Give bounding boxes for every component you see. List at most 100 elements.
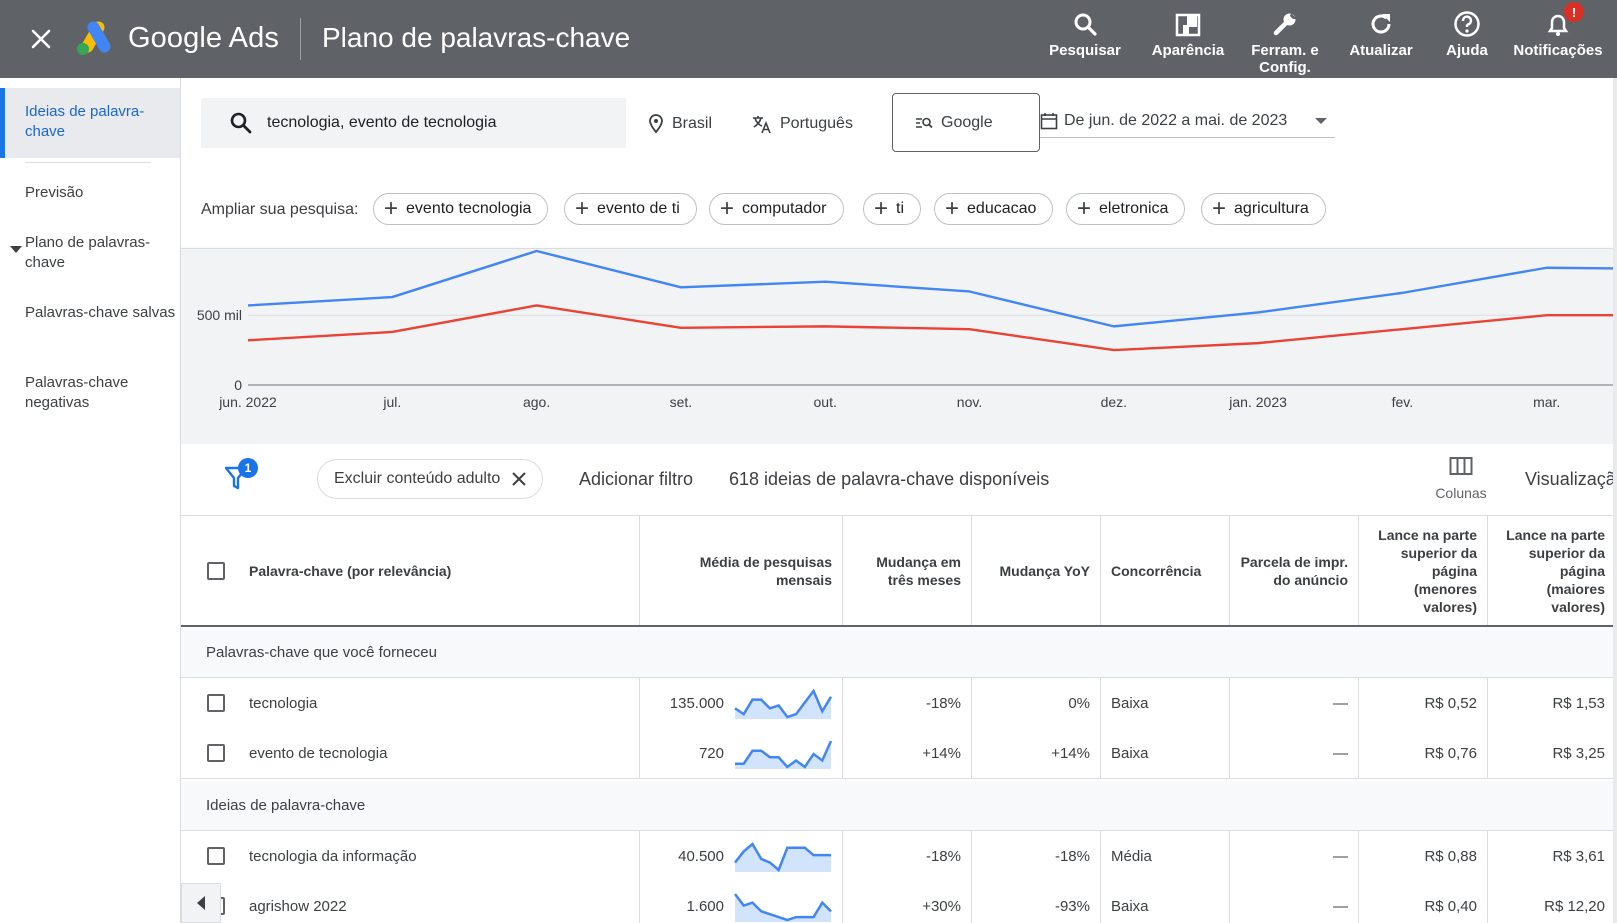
sidebar-item-keyword-plan[interactable]: Plano de palavras-chave — [25, 234, 151, 271]
section-shadow — [181, 248, 1617, 249]
comp-cell: Média — [1101, 831, 1230, 881]
adult-content-filter-chip[interactable]: Excluir conteúdo adulto — [317, 459, 544, 499]
header-divider — [300, 18, 301, 60]
x-tick-label: fev. — [1392, 394, 1414, 410]
search-network-selector[interactable]: Google — [892, 93, 1040, 152]
sidebar-item-saved-keywords[interactable]: Palavras-chave salvas — [25, 304, 176, 321]
language-selector[interactable]: Português — [752, 114, 853, 134]
sidebar-item-forecast[interactable]: Previsão — [25, 184, 84, 201]
refresh-label: Atualizar — [1349, 42, 1413, 59]
suggestion-chip[interactable]: + agricultura — [1201, 193, 1326, 225]
row-checkbox[interactable] — [207, 694, 225, 712]
date-range-selector[interactable]: De jun. de 2022 a mai. de 2023 — [1040, 104, 1335, 138]
share-cell: — — [1230, 831, 1359, 881]
columns-button[interactable]: Colunas — [1421, 456, 1501, 501]
sidebar-item-negative-keywords[interactable]: Palavras-chave negativas — [25, 374, 129, 411]
translate-icon — [753, 116, 771, 134]
search-tool-button[interactable]: Pesquisar — [1040, 6, 1130, 59]
table-row[interactable]: tecnologia da informação 40.500 -18% -18% Mé… — [181, 831, 1617, 882]
sparkline-line — [735, 740, 832, 769]
close-icon[interactable] — [512, 472, 527, 486]
trend-sparkline[interactable] — [734, 736, 832, 770]
search-volume-chart: 0 500 mil jun. 2022 jul. ago. set. out. nov. dez… — [181, 249, 1617, 444]
network-label: Google — [941, 113, 993, 131]
yoy-change-header[interactable]: Mudança YoY — [972, 516, 1101, 625]
comp-value: Baixa — [1111, 897, 1149, 915]
location-selector[interactable]: Brasil — [648, 114, 712, 134]
competition-header[interactable]: Concorrência — [1101, 516, 1230, 625]
bid_low-value: R$ 0,76 — [1424, 744, 1477, 762]
yoy-cell: -18% — [972, 831, 1101, 881]
bid_high-value: R$ 1,53 — [1552, 694, 1605, 712]
yoy-cell: 0% — [972, 678, 1101, 728]
chip-label: evento de ti — [597, 200, 680, 217]
three-cell: -18% — [843, 831, 972, 881]
scroll-left-button[interactable] — [181, 883, 221, 923]
table-row[interactable]: evento de tecnologia 720 +14% +14% Baixa — R$ … — [181, 728, 1617, 779]
appearance-tool-button[interactable]: Aparência — [1140, 6, 1236, 59]
yoy-value: +14% — [1051, 744, 1090, 762]
suggestion-chip[interactable]: + educacao — [934, 193, 1054, 225]
suggestion-chip[interactable]: + evento de ti — [564, 193, 697, 225]
x-tick-label: mar. — [1533, 394, 1560, 410]
table-row[interactable]: tecnologia 135.000 -18% 0% Baixa — R$ 0,52 R$ 1… — [181, 678, 1617, 729]
view-button[interactable]: Visualização — [1525, 469, 1617, 489]
plus-icon: + — [1077, 195, 1092, 222]
bid-low-header[interactable]: Lance na parte superior da página (menor… — [1359, 516, 1488, 625]
row-checkbox[interactable] — [207, 847, 225, 865]
chip-label: evento tecnologia — [406, 200, 532, 217]
series-line-0 — [247, 249, 1617, 328]
location-label: Brasil — [672, 115, 713, 132]
keyword-text: evento de tecnologia — [249, 744, 388, 762]
comp-value: Baixa — [1111, 694, 1149, 712]
plus-icon: + — [575, 195, 590, 222]
keyword-search-input[interactable]: tecnologia, evento de tecnologia — [201, 98, 626, 148]
keyword-cell: tecnologia — [181, 678, 640, 728]
suggestion-chip[interactable]: + computador — [709, 193, 844, 225]
keyword-column-header[interactable]: Palavra-chave (por relevância) — [181, 516, 640, 625]
expand-search-label: Ampliar sua pesquisa: — [201, 201, 359, 218]
table-row[interactable]: agrishow 2022 1.600 +30% -93% Baixa — R$ 0,40 R… — [181, 881, 1617, 923]
suggestion-chip[interactable]: + ti — [863, 193, 922, 225]
group-row-ideas: Ideias de palavra-chave — [181, 781, 1617, 831]
three-value: -18% — [925, 694, 961, 712]
keyword-cell: evento de tecnologia — [181, 728, 640, 778]
impression-share-header[interactable]: Parcela de impr. do anúncio — [1230, 516, 1359, 625]
suggestion-chip[interactable]: + evento tecnologia — [373, 193, 549, 225]
tools-settings-button[interactable]: Ferram. e Config. — [1245, 6, 1325, 76]
chevron-down-icon — [1315, 118, 1327, 124]
help-button[interactable]: Ajuda — [1432, 6, 1502, 59]
three-month-change-header[interactable]: Mudança em três meses — [843, 516, 972, 625]
chart-svg: 0 500 mil jun. 2022 jul. ago. set. out. nov. dez… — [197, 249, 1617, 410]
avg-cell: 135.000 — [640, 678, 843, 728]
sparkline-area — [735, 741, 831, 769]
keyword-cell: tecnologia da informação — [181, 831, 640, 881]
row-checkbox[interactable] — [207, 744, 225, 762]
x-tick-label: ago. — [523, 394, 550, 410]
avg-searches-header[interactable]: Média de pesquisas mensais — [640, 516, 843, 625]
bid_high-value: R$ 3,25 — [1552, 744, 1605, 762]
expand-caret-icon[interactable] — [10, 246, 22, 253]
share-value: — — [1333, 847, 1348, 865]
search-query-text: tecnologia, evento de tecnologia — [267, 114, 497, 131]
close-button[interactable] — [24, 22, 58, 56]
trend-sparkline[interactable] — [734, 839, 832, 873]
add-filter-button[interactable]: Adicionar filtro — [579, 469, 694, 489]
sidebar-item-keyword-ideas[interactable]: Ideias de palavra-chave — [0, 88, 180, 158]
y-tick-label: 0 — [234, 377, 242, 393]
bid-high-header[interactable]: Lance na parte superior da página (maior… — [1488, 516, 1616, 625]
columns-label: Colunas — [1435, 485, 1487, 501]
close-icon — [31, 29, 51, 49]
sidebar-separator — [25, 162, 151, 163]
select-all-checkbox[interactable] — [207, 561, 225, 580]
vertical-scrollbar[interactable] — [1613, 78, 1617, 923]
three-month-header-label: Mudança em três meses — [876, 553, 961, 588]
refresh-button[interactable]: Atualizar — [1336, 6, 1426, 59]
bid-low-header-label: Lance na parte superior da página (menor… — [1378, 526, 1477, 615]
tools-settings-label: Ferram. e Config. — [1251, 42, 1319, 76]
filter-bar: 1 Excluir conteúdo adulto Adicionar filt… — [181, 444, 1617, 516]
notifications-button[interactable]: Notificações ! — [1508, 2, 1608, 59]
trend-sparkline[interactable] — [734, 889, 832, 923]
suggestion-chip[interactable]: + eletronica — [1066, 193, 1186, 225]
trend-sparkline[interactable] — [734, 686, 832, 720]
